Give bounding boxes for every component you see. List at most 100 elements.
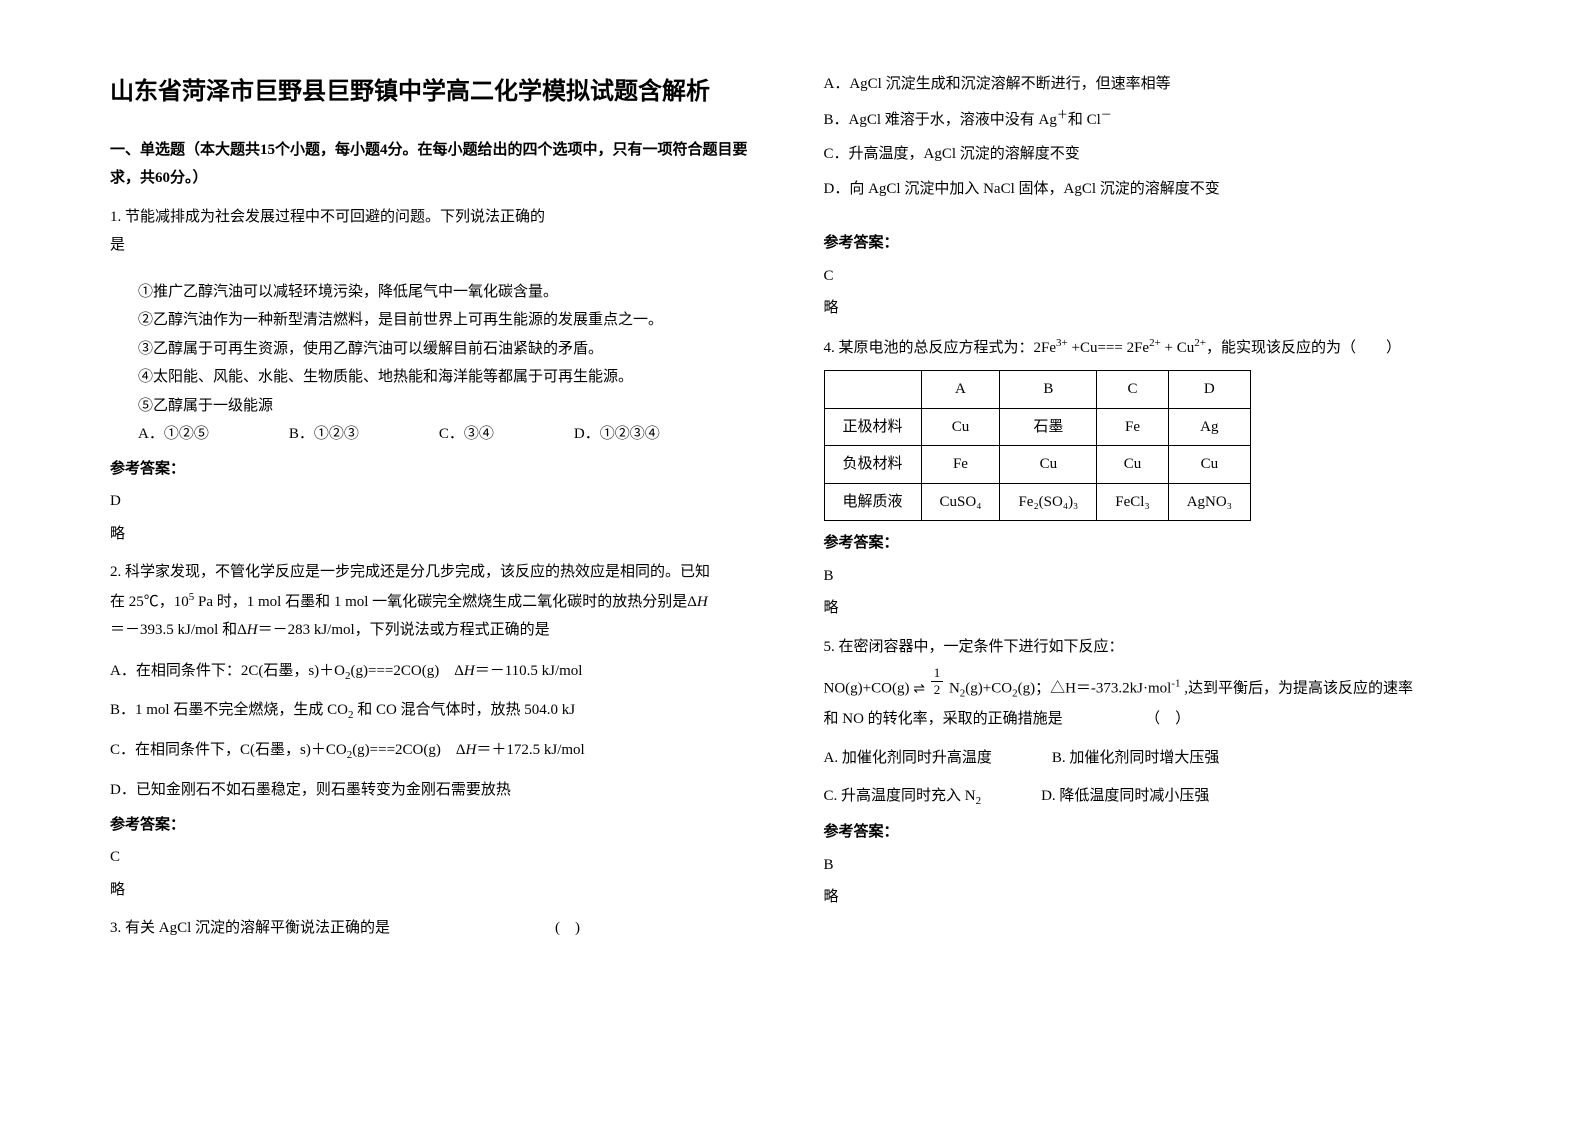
q2-optC-i: H — [466, 742, 477, 758]
table-row-label: 正极材料 — [824, 408, 921, 446]
q2-optB-post: 和 CO 混合气体时，放热 504.0 kJ — [353, 702, 575, 718]
q4-answer: B — [824, 562, 1478, 591]
q2-optA-pre: A．在相同条件下：2C(石墨，s)＋O — [110, 663, 345, 679]
q2-stem3-pre: ＝－393.5 kJ/mol 和Δ — [110, 622, 247, 638]
q4-stem: 4. 某原电池的总反应方程式为：2Fe3+ +Cu=== 2Fe2+ + Cu2… — [824, 333, 1478, 363]
q5-option-d: D. 降低温度同时减小压强 — [1041, 782, 1209, 812]
q2-stem-line3: ＝－393.5 kJ/mol 和ΔH＝－283 kJ/mol，下列说法或方程式正… — [110, 616, 764, 645]
q5-eq-post: ,达到平衡后，为提高该反应的速率 — [1181, 681, 1414, 697]
table-cell: Ag — [1168, 408, 1250, 446]
q4-stem-mid2: + Cu — [1161, 340, 1194, 356]
table-cell: Cu — [921, 408, 1000, 446]
q5-options-row1: A. 加催化剂同时升高温度 B. 加催化剂同时增大压强 — [824, 744, 1478, 773]
q3-omit: 略 — [824, 294, 1478, 323]
left-column: 山东省菏泽市巨野县巨野镇中学高二化学模拟试题含解析 一、单选题（本大题共15个小… — [90, 70, 794, 1052]
q5-option-b: B. 加催化剂同时增大压强 — [1052, 744, 1220, 773]
table-cell: Cu — [1168, 446, 1250, 484]
q1-omit: 略 — [110, 520, 764, 549]
table-header-row: A B C D — [824, 371, 1250, 409]
q2-option-d: D．已知金刚石不如石墨稳定，则石墨转变为金刚石需要放热 — [110, 776, 764, 805]
q1-answer: D — [110, 487, 764, 516]
question-4: 4. 某原电池的总反应方程式为：2Fe3+ +Cu=== 2Fe2+ + Cu2… — [824, 333, 1478, 623]
fraction-one-half: 1 2 — [931, 665, 944, 697]
q2-stem3-post: ＝－283 kJ/mol，下列说法或方程式正确的是 — [258, 622, 550, 638]
question-3-stem: 3. 有关 AgCl 沉淀的溶解平衡说法正确的是 ( ) — [110, 914, 764, 943]
q3-option-c: C．升高温度，AgCl 沉淀的溶解度不变 — [824, 140, 1478, 169]
question-5: 5. 在密闭容器中，一定条件下进行如下反应： NO(g)+CO(g) ⇌ 1 2… — [824, 633, 1478, 912]
table-header-cell: B — [1000, 371, 1097, 409]
q4-answer-label: 参考答案： — [824, 529, 1478, 558]
right-column: A．AgCl 沉淀生成和沉淀溶解不断进行，但速率相等 B．AgCl 难溶于水，溶… — [794, 70, 1498, 1052]
table-cell: CuSO₄ — [921, 483, 1000, 521]
q3-optB-sup2: － — [1101, 109, 1112, 121]
q2-optA-mid: (g)===2CO(g) Δ — [351, 663, 464, 679]
q5-options-row2: C. 升高温度同时充入 N2 D. 降低温度同时减小压强 — [824, 782, 1478, 812]
table-cell: Fe — [1097, 408, 1168, 446]
q4-stem-sup2: 2+ — [1149, 337, 1161, 349]
q3-answer-label: 参考答案： — [824, 229, 1478, 258]
q1-option-a: A．①②⑤ — [138, 420, 209, 449]
q1-option-c: C．③④ — [439, 420, 494, 449]
q2-stem3-i: H — [247, 622, 258, 638]
q1-statement-1: ①推广乙醇汽油可以减轻环境污染，降低尾气中一氧化碳含量。 — [110, 278, 764, 307]
q1-statement-5: ⑤乙醇属于一级能源 — [110, 392, 764, 421]
q4-stem-post: ，能实现该反应的为（ ） — [1206, 340, 1401, 356]
table-row-label: 电解质液 — [824, 483, 921, 521]
q5-stem-line3: 和 NO 的转化率，采取的正确措施是 （ ） — [824, 705, 1478, 734]
q2-option-a: A．在相同条件下：2C(石墨，s)＋O2(g)===2CO(g) ΔH＝－110… — [110, 657, 764, 687]
q2-optA-i: H — [464, 663, 475, 679]
q4-omit: 略 — [824, 594, 1478, 623]
fraction-top: 1 — [931, 665, 944, 682]
table-row: 正极材料 Cu 石墨 Fe Ag — [824, 408, 1250, 446]
equilibrium-arrow-icon: ⇌ — [913, 677, 925, 704]
q5-answer: B — [824, 851, 1478, 880]
table-header-cell — [824, 371, 921, 409]
table-header-cell: A — [921, 371, 1000, 409]
q2-optA-post: ＝－110.5 kJ/mol — [475, 663, 583, 679]
q1-statement-3: ③乙醇属于可再生资源，使用乙醇汽油可以缓解目前石油紧缺的矛盾。 — [110, 335, 764, 364]
q5-answer-label: 参考答案： — [824, 818, 1478, 847]
q1-options: A．①②⑤ B．①②③ C．③④ D．①②③④ — [110, 420, 764, 449]
q4-stem-sup3: 2+ — [1194, 337, 1206, 349]
q1-statement-2: ②乙醇汽油作为一种新型清洁燃料，是目前世界上可再生能源的发展重点之一。 — [110, 306, 764, 335]
fraction-bottom: 2 — [931, 682, 944, 698]
q2-stem-line2: 在 25℃，105 Pa 时，1 mol 石墨和 1 mol 一氧化碳完全燃烧生… — [110, 587, 764, 617]
q1-answer-label: 参考答案： — [110, 455, 764, 484]
q2-option-b: B．1 mol 石墨不完全燃烧，生成 CO2 和 CO 混合气体时，放热 504… — [110, 696, 764, 726]
table-cell: FeCl₃ — [1097, 483, 1168, 521]
q5-stem-line1: 5. 在密闭容器中，一定条件下进行如下反应： — [824, 633, 1478, 662]
q5-eq-sup: -1 — [1171, 678, 1180, 690]
q3-option-a: A．AgCl 沉淀生成和沉淀溶解不断进行，但速率相等 — [824, 70, 1478, 99]
q3-answer: C — [824, 262, 1478, 291]
q1-stem-line1: 1. 节能减排成为社会发展过程中不可回避的问题。下列说法正确的 — [110, 203, 764, 232]
q3-optB-mid: 和 Cl — [1068, 112, 1101, 128]
q4-stem-pre: 4. 某原电池的总反应方程式为：2Fe — [824, 340, 1057, 356]
q2-optC-post: ＝＋172.5 kJ/mol — [476, 742, 584, 758]
q2-stem2-post: Pa 时，1 mol 石墨和 1 mol 一氧化碳完全燃烧生成二氧化碳时的放热分… — [194, 594, 697, 610]
q1-option-b: B．①②③ — [289, 420, 359, 449]
q5-option-a: A. 加催化剂同时升高温度 — [824, 744, 992, 773]
q3-optB-pre: B．AgCl 难溶于水，溶液中没有 Ag — [824, 112, 1057, 128]
q3-option-b: B．AgCl 难溶于水，溶液中没有 Ag＋和 Cl－ — [824, 105, 1478, 135]
q2-optC-mid: (g)===2CO(g) Δ — [352, 742, 465, 758]
table-cell: Cu — [1097, 446, 1168, 484]
table-row: 负极材料 Fe Cu Cu Cu — [824, 446, 1250, 484]
q3-option-d: D．向 AgCl 沉淀中加入 NaCl 固体，AgCl 沉淀的溶解度不变 — [824, 175, 1478, 204]
q2-stem-line1: 2. 科学家发现，不管化学反应是一步完成还是分几步完成，该反应的热效应是相同的。… — [110, 558, 764, 587]
question-3-options: A．AgCl 沉淀生成和沉淀溶解不断进行，但速率相等 B．AgCl 难溶于水，溶… — [824, 70, 1478, 323]
table-header-cell: C — [1097, 371, 1168, 409]
q1-option-d: D．①②③④ — [574, 420, 660, 449]
q1-stem-line2: 是 — [110, 231, 764, 260]
q5-eq-mid: N — [945, 681, 960, 697]
q3-stem: 3. 有关 AgCl 沉淀的溶解平衡说法正确的是 ( ) — [110, 914, 764, 943]
table-row: 电解质液 CuSO₄ Fe₂(SO₄)₃ FeCl₃ AgNO₃ — [824, 483, 1250, 521]
table-cell: Fe₂(SO₄)₃ — [1000, 483, 1097, 521]
q2-answer-label: 参考答案： — [110, 811, 764, 840]
q5-option-c: C. 升高温度同时充入 N2 — [824, 782, 982, 812]
q2-stem2-i: H — [697, 594, 708, 610]
table-row-label: 负极材料 — [824, 446, 921, 484]
q4-table: A B C D 正极材料 Cu 石墨 Fe Ag 负极材料 Fe Cu Cu C… — [824, 370, 1251, 521]
table-cell: Fe — [921, 446, 1000, 484]
q2-stem2-pre: 在 25℃，10 — [110, 594, 189, 610]
q3-optB-sup1: ＋ — [1057, 109, 1068, 121]
